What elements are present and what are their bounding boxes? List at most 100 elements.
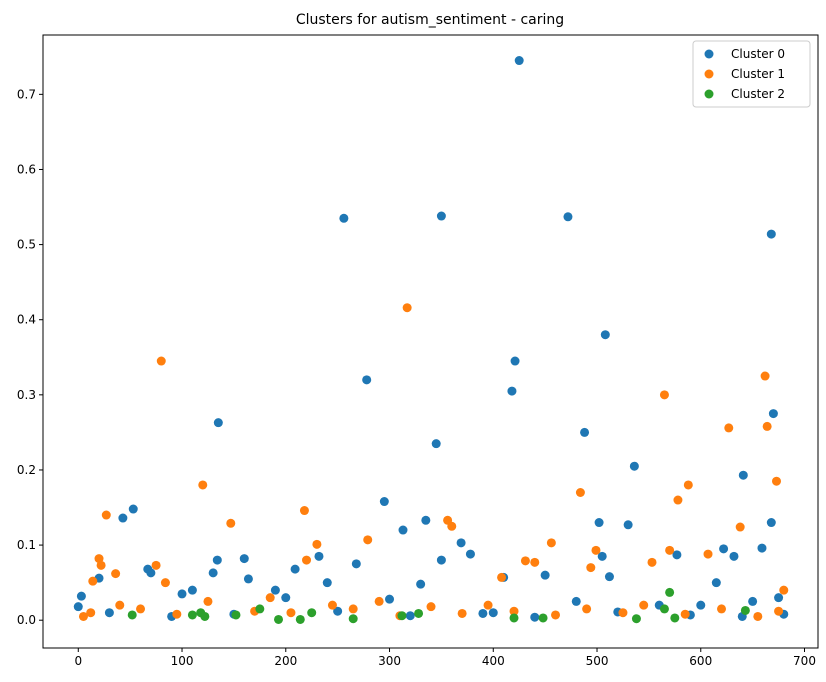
point — [488, 608, 498, 618]
point — [101, 510, 111, 520]
point — [563, 212, 573, 222]
point — [673, 495, 683, 505]
legend-box — [692, 40, 811, 108]
point — [520, 556, 530, 566]
legend-marker — [704, 49, 714, 59]
legend-label: Cluster 0 — [731, 47, 785, 61]
point — [591, 545, 601, 555]
point — [213, 418, 223, 428]
point — [88, 576, 98, 586]
point — [582, 604, 592, 614]
point — [274, 614, 284, 624]
x-tick-label: 700 — [793, 654, 816, 668]
point — [738, 470, 748, 480]
y-tick-label: 0.5 — [17, 238, 36, 252]
point — [757, 543, 767, 553]
point — [307, 608, 317, 618]
x-tick-label: 200 — [274, 654, 297, 668]
point — [243, 574, 253, 584]
point — [580, 427, 590, 437]
point — [322, 578, 332, 588]
point — [187, 585, 197, 595]
x-tick-label: 500 — [586, 654, 609, 668]
point — [172, 609, 182, 619]
point — [724, 423, 734, 433]
chart-title: Clusters for autism_sentiment - caring — [296, 12, 564, 28]
point — [514, 56, 524, 66]
point — [774, 593, 784, 603]
point — [703, 549, 713, 559]
point — [600, 330, 610, 340]
point — [76, 591, 86, 601]
point — [538, 613, 548, 623]
point — [774, 606, 784, 616]
legend-label: Cluster 2 — [731, 87, 785, 101]
point — [270, 585, 280, 595]
point — [151, 560, 161, 570]
point — [198, 480, 208, 490]
point — [753, 611, 763, 621]
point — [348, 604, 358, 614]
point — [762, 421, 772, 431]
point — [127, 610, 137, 620]
point — [265, 593, 275, 603]
point — [509, 613, 519, 623]
point — [465, 549, 475, 559]
point — [659, 604, 669, 614]
point — [104, 608, 114, 618]
point — [665, 587, 675, 597]
point — [231, 610, 241, 620]
point — [748, 596, 758, 606]
point — [530, 557, 540, 567]
point — [73, 602, 83, 612]
point — [711, 578, 721, 588]
point — [96, 560, 106, 570]
point — [426, 602, 436, 612]
point — [575, 487, 585, 497]
point — [740, 605, 750, 615]
point — [281, 593, 291, 603]
point — [200, 611, 210, 621]
point — [177, 589, 187, 599]
point — [363, 535, 373, 545]
legend-label: Cluster 1 — [731, 67, 785, 81]
point — [255, 604, 265, 614]
point — [416, 579, 426, 589]
point — [239, 554, 249, 564]
point — [735, 522, 745, 532]
point — [696, 600, 706, 610]
point — [594, 518, 604, 528]
y-tick-label: 0.7 — [17, 87, 36, 101]
point — [530, 612, 540, 622]
point — [348, 614, 358, 624]
point — [379, 497, 389, 507]
point — [779, 585, 789, 595]
point — [586, 563, 596, 573]
point — [78, 611, 88, 621]
point — [540, 570, 550, 580]
point — [729, 551, 739, 561]
point — [187, 610, 197, 620]
y-tick-label: 0.0 — [17, 613, 36, 627]
point — [295, 614, 305, 624]
point — [226, 518, 236, 528]
plot-frame — [42, 34, 819, 649]
point — [509, 606, 519, 616]
point — [431, 439, 441, 449]
point — [421, 515, 431, 525]
y-tick-label: 0.3 — [17, 388, 36, 402]
point — [86, 608, 96, 618]
point — [629, 461, 639, 471]
point — [766, 518, 776, 528]
point — [507, 386, 517, 396]
point — [497, 572, 507, 582]
point — [398, 525, 408, 535]
point — [374, 596, 384, 606]
point — [478, 608, 488, 618]
point — [483, 600, 493, 610]
point — [314, 551, 324, 561]
point — [111, 569, 121, 579]
point — [160, 578, 170, 588]
y-tick-label: 0.1 — [17, 538, 36, 552]
